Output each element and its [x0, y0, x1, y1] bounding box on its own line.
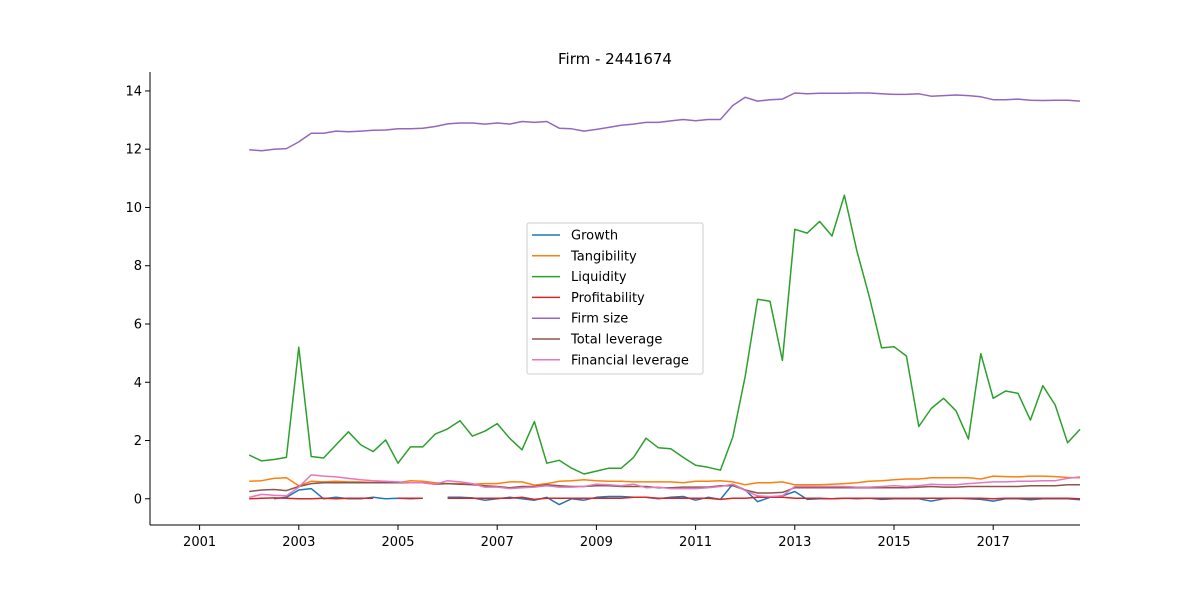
y-tick-label: 14 — [125, 84, 142, 99]
axes: 0 2 4 6 8 10 12 14 2001 2003 2005 2007 2009 2011 2013 2… — [125, 72, 1080, 550]
x-tick-label: 2007 — [481, 535, 514, 550]
series-line-firm-size — [249, 92, 1081, 152]
x-tick-label: 2003 — [282, 535, 315, 550]
legend: Growth Tangibility Liquidity Profitability F… — [526, 222, 704, 375]
legend-label: Financial leverage — [571, 353, 689, 368]
legend-box — [526, 222, 704, 375]
x-tick-label: 2017 — [977, 535, 1010, 550]
y-tick-label: 10 — [125, 201, 142, 216]
y-tick-label: 2 — [134, 434, 142, 449]
legend-label: Firm size — [571, 312, 628, 327]
series-line-financial-leverage — [249, 474, 1081, 499]
legend-label: Profitability — [571, 291, 645, 306]
x-tick-label: 2013 — [778, 535, 811, 550]
x-tick-label: 2011 — [679, 535, 712, 550]
series-line-liquidity — [248, 194, 1081, 475]
chart-title: Firm - 2441674 — [558, 50, 672, 68]
x-tick-label: 2009 — [580, 535, 613, 550]
legend-label: Liquidity — [571, 270, 627, 285]
y-tick-label: 0 — [134, 492, 142, 507]
y-tick-label: 4 — [134, 376, 142, 391]
x-tick-label: 2001 — [183, 535, 216, 550]
legend-label: Growth — [571, 229, 618, 244]
y-tick-label: 8 — [134, 259, 142, 274]
x-tick-label: 2005 — [381, 535, 414, 550]
legend-label: Total leverage — [570, 333, 662, 348]
series-line-profitability — [249, 496, 1081, 501]
y-tick-label: 6 — [134, 317, 142, 332]
plot-lines — [248, 92, 1081, 506]
y-tick-label: 12 — [125, 143, 142, 158]
legend-label: Tangibility — [570, 249, 637, 264]
x-tick-label: 2015 — [877, 535, 910, 550]
